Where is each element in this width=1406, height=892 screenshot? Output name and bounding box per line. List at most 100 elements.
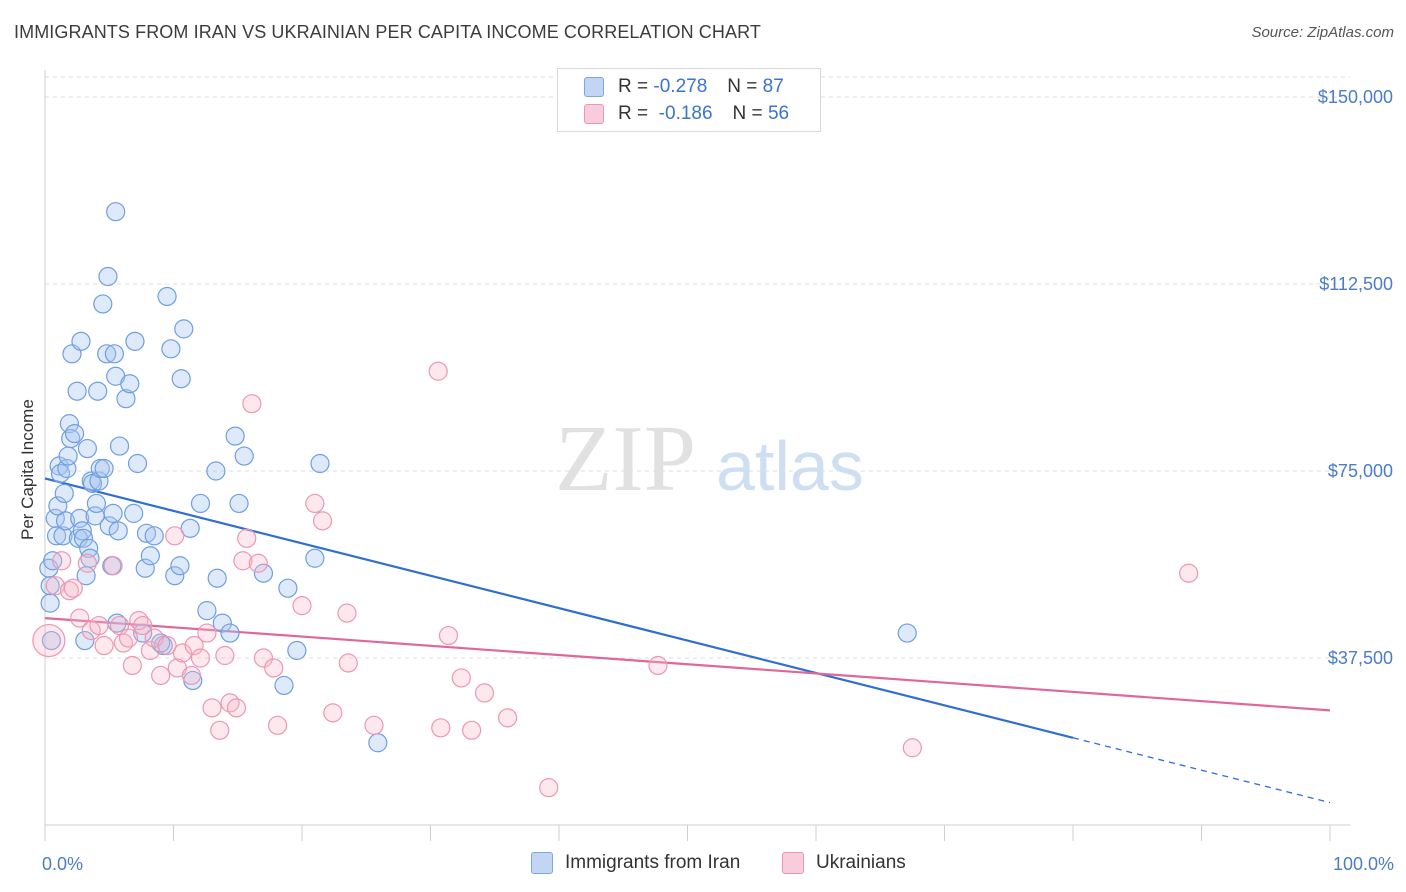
point-ukrainians — [94, 635, 114, 656]
y-tick-label: $75,000 — [1328, 461, 1393, 481]
legend-r-label: R = — [618, 103, 649, 124]
point-ukrainians — [220, 693, 240, 713]
point-ukrainians — [118, 628, 139, 648]
point-ukrainians — [364, 715, 384, 735]
point-ukrainians — [237, 528, 257, 548]
point-iran — [225, 426, 245, 446]
point-iran — [287, 640, 307, 661]
point-ukrainians — [323, 703, 343, 723]
point-ukrainians — [648, 655, 668, 676]
legend-swatch-ukrainians — [584, 104, 604, 124]
point-iran — [104, 344, 124, 364]
y-tick-label: $112,500 — [1319, 274, 1393, 294]
point-iran — [54, 483, 74, 504]
point-ukrainians — [151, 665, 171, 686]
trend-line-iran — [44, 477, 1074, 739]
point-iran — [278, 578, 298, 598]
trend-lines — [44, 477, 1331, 804]
point-iran — [136, 523, 157, 543]
watermark-atlas: atlas — [716, 427, 864, 505]
grid-lines — [45, 76, 1350, 659]
x-tick-label: 100.0% — [1333, 854, 1394, 874]
point-iran — [41, 630, 62, 651]
point-iran — [212, 613, 232, 633]
point-iran — [64, 424, 85, 444]
point-ukrainians — [305, 493, 325, 514]
x-tick-label: 0.0% — [42, 854, 83, 874]
point-ukrainians — [451, 668, 471, 688]
point-iran — [206, 461, 226, 481]
point-ukrainians — [438, 625, 459, 646]
point-iran — [125, 331, 145, 351]
tick-labels: $37,500 $75,000 $112,500 $150,000 0.0% 100.0% — [42, 87, 1394, 874]
point-iran — [207, 568, 227, 588]
point-ukrainians — [181, 665, 202, 686]
point-ukrainians — [184, 635, 204, 656]
point-iran — [67, 381, 87, 401]
point-iran — [133, 623, 153, 643]
legend-n-value: 87 — [762, 76, 784, 97]
point-ukrainians — [498, 708, 518, 728]
point-ukrainians — [292, 596, 312, 616]
point-iran — [174, 319, 194, 339]
point-iran — [190, 493, 211, 514]
point-iran — [274, 675, 294, 696]
point-ukrainians — [202, 698, 222, 718]
point-iran — [234, 446, 254, 466]
point-iran — [106, 202, 126, 222]
point-iran — [165, 566, 185, 586]
point-ukrainians — [70, 608, 90, 628]
point-iran — [253, 563, 274, 583]
point-ukrainians — [197, 623, 217, 643]
point-iran — [229, 493, 249, 514]
point-iran — [108, 521, 128, 541]
point-iran — [171, 369, 191, 389]
legend-r-value: -0.186 — [658, 103, 713, 124]
point-iran — [94, 458, 114, 479]
point-ukrainians — [539, 778, 559, 798]
point-iran — [368, 733, 388, 753]
point-ukrainians — [462, 720, 482, 740]
bottom-legend-ukrainians: Ukrainians — [782, 852, 906, 874]
point-iran — [897, 623, 917, 643]
point-ukrainians — [157, 635, 177, 656]
point-iran — [103, 503, 123, 523]
point-iran — [46, 526, 67, 546]
point-iran — [93, 294, 113, 314]
point-ukrainians — [210, 720, 230, 740]
point-ukrainians — [172, 643, 193, 663]
chart-title: IMMIGRANTS FROM IRAN VS UKRAINIAN PER CA… — [14, 22, 761, 42]
point-iran — [48, 496, 68, 516]
bottom-legend-label-iran: Immigrants from Iran — [565, 852, 741, 873]
point-iran — [88, 381, 108, 401]
point-iran — [197, 601, 217, 621]
point-ukrainians — [133, 615, 153, 636]
point-iran — [73, 528, 94, 548]
point-ukrainians — [312, 511, 333, 531]
point-iran — [53, 526, 73, 546]
point-iran — [144, 526, 164, 546]
point-iran — [127, 453, 148, 474]
point-iran — [40, 593, 60, 613]
point-ukrainians — [89, 615, 109, 636]
point-iran — [98, 266, 118, 287]
point-ukrainians — [63, 578, 83, 598]
point-iran — [135, 558, 155, 578]
trend-line-iran-extension — [1072, 737, 1331, 804]
y-tick-label: $37,500 — [1328, 648, 1393, 668]
legend-n-value: 56 — [767, 103, 790, 124]
point-iran — [220, 623, 240, 643]
point-iran — [71, 331, 91, 351]
point-iran — [70, 508, 90, 528]
point-ukrainians — [242, 394, 262, 414]
trend-line-ukrainians — [44, 617, 1331, 712]
legend-r-label: R = — [618, 76, 649, 97]
point-iran — [97, 344, 117, 364]
bottom-legend-iran: Immigrants from Iran — [531, 852, 740, 874]
watermark-zip: ZIP — [555, 407, 696, 511]
point-ukrainians — [248, 553, 268, 573]
legend: R = -0.278 N = 87 R = -0.186 N = 56 — [557, 68, 821, 132]
legend-swatch-iran — [584, 77, 604, 97]
point-ukrainians — [77, 553, 98, 573]
